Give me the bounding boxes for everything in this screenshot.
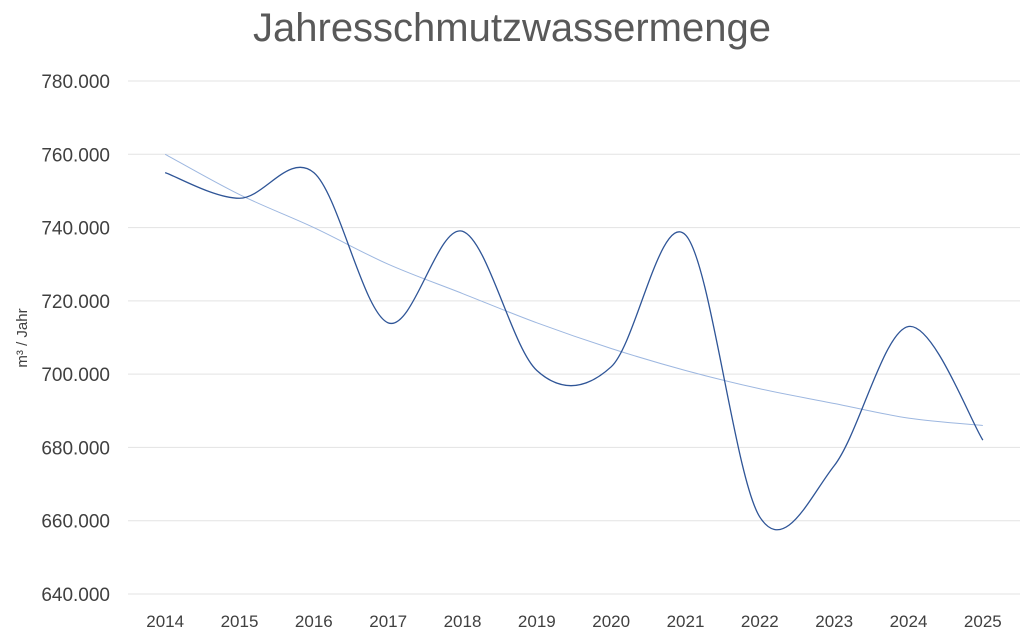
x-tick-label: 2023 [815, 612, 853, 631]
x-tick-label: 2019 [518, 612, 556, 631]
y-tick-label: 740.000 [41, 219, 110, 240]
y-axis-title: m³ / Jahr [14, 308, 31, 367]
y-tick-label: 720.000 [41, 292, 110, 313]
x-tick-label: 2024 [890, 612, 928, 631]
x-tick-label: 2016 [295, 612, 333, 631]
y-tick-label: 680.000 [41, 438, 110, 459]
x-tick-label: 2015 [221, 612, 259, 631]
x-tick-label: 2025 [964, 612, 1002, 631]
chart-title: Jahresschmutzwassermenge [253, 6, 771, 50]
x-tick-label: 2022 [741, 612, 779, 631]
x-tick-label: 2014 [146, 612, 184, 631]
y-axis-ticks: 640.000 660.000 680.000 700.000 720.000 740.0… [41, 72, 110, 606]
y-tick-label: 700.000 [41, 365, 110, 386]
y-tick-label: 780.000 [41, 72, 110, 93]
trendline-layer [164, 153, 983, 426]
series-line [164, 166, 984, 531]
x-axis-ticks: 2014 2015 2016 2017 2018 2019 2020 2021 2022 2023… [146, 612, 1001, 631]
x-tick-label: 2020 [592, 612, 630, 631]
series-layer [164, 166, 984, 531]
y-tick-label: 660.000 [41, 512, 110, 533]
y-tick-label: 760.000 [41, 145, 110, 166]
y-tick-label: 640.000 [41, 585, 110, 606]
gridlines [128, 80, 1020, 595]
x-tick-label: 2018 [444, 612, 482, 631]
trendline [164, 153, 983, 426]
x-tick-label: 2021 [667, 612, 705, 631]
x-tick-label: 2017 [369, 612, 407, 631]
